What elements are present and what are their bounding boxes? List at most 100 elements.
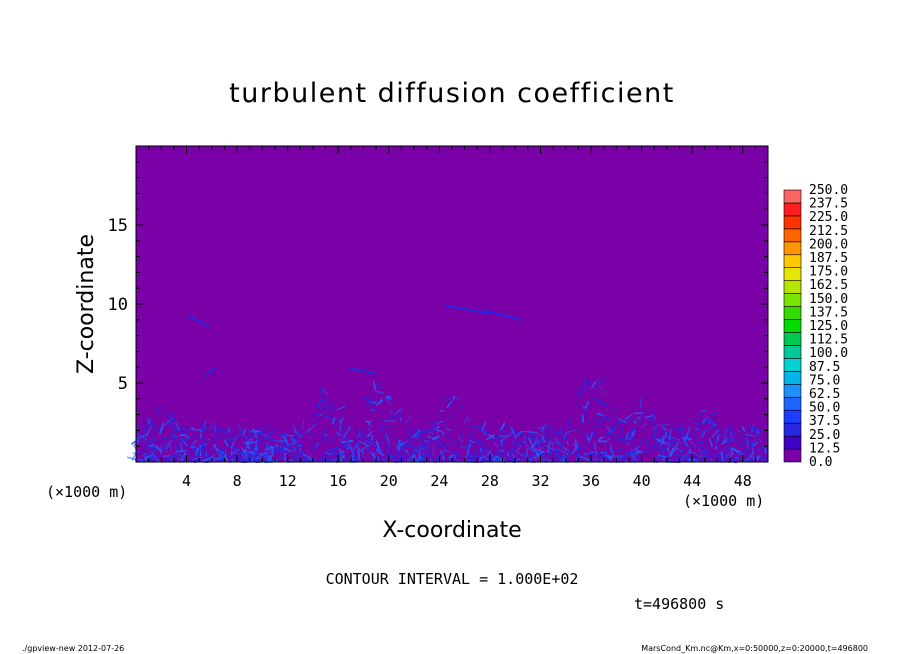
turbulence-streak: [558, 427, 565, 439]
turbulence-streak: [376, 455, 380, 461]
turbulence-streak: [760, 444, 766, 449]
turbulence-streak: [274, 447, 284, 450]
turbulence-streak: [379, 396, 383, 403]
turbulence-streak: [529, 450, 535, 460]
x-tick-label: 8: [233, 472, 242, 490]
turbulence-streak: [175, 438, 182, 444]
turbulence-streak: [264, 447, 267, 455]
turbulence-streak: [532, 454, 537, 461]
turbulence-streak: [541, 436, 546, 443]
turbulence-streak: [343, 424, 346, 430]
turbulence-streak: [267, 446, 271, 451]
turbulence-streak: [404, 449, 409, 454]
turbulence-streak: [297, 442, 303, 446]
turbulence-streak: [255, 440, 259, 443]
colorbar-swatch: [783, 358, 802, 372]
turbulence-streak: [169, 434, 175, 441]
turbulence-streak: [758, 438, 762, 442]
turbulence-streak: [173, 452, 181, 458]
turbulence-streak: [542, 441, 547, 443]
turbulence-streak: [467, 432, 475, 442]
x-tick-label: 16: [329, 472, 347, 490]
turbulence-streak: [571, 444, 579, 455]
turbulence-streak: [270, 445, 275, 457]
turbulence-streak: [566, 419, 569, 429]
turbulence-streak: [529, 456, 535, 463]
turbulence-streak: [652, 442, 657, 452]
turbulence-streak: [331, 433, 337, 442]
turbulence-streak: [148, 441, 151, 447]
turbulence-streak: [203, 443, 210, 446]
turbulence-streak: [731, 447, 743, 454]
turbulence-streak: [620, 436, 627, 440]
turbulence-streak: [480, 439, 483, 443]
turbulence-streak: [168, 440, 173, 448]
turbulence-streak: [502, 444, 510, 450]
turbulence-streak: [390, 428, 395, 435]
turbulence-streak: [404, 437, 411, 442]
colorbar-swatch: [783, 280, 802, 294]
turbulence-streak: [738, 447, 744, 452]
colorbar-level-label: 250.0: [809, 183, 848, 198]
turbulence-streak: [712, 454, 720, 459]
turbulence-streak: [506, 448, 509, 453]
turbulence-streak: [593, 458, 597, 463]
turbulence-streak: [657, 441, 661, 450]
turbulence-streak: [431, 447, 436, 451]
turbulence-streak: [602, 414, 612, 422]
turbulence-streak: [534, 435, 538, 444]
turbulence-streak: [231, 458, 235, 462]
turbulence-streak: [301, 418, 305, 431]
turbulence-streak: [448, 421, 450, 428]
turbulence-streak: [653, 425, 657, 439]
turbulence-streak: [507, 447, 510, 452]
turbulence-streak: [694, 452, 702, 459]
turbulence-streak: [429, 445, 432, 453]
turbulence-streak: [186, 449, 192, 452]
turbulence-streak: [468, 439, 475, 444]
turbulence-streak: [563, 447, 569, 451]
turbulence-streak: [566, 440, 569, 445]
turbulence-streak: [720, 451, 724, 463]
turbulence-streak: [203, 440, 207, 445]
footer-left: ./gpview-new 2012-07-26: [22, 644, 124, 653]
turbulence-streak: [322, 435, 327, 444]
turbulence-streak: [656, 444, 661, 455]
turbulence-streak: [525, 448, 529, 456]
turbulence-streak: [164, 445, 170, 453]
turbulence-streak: [190, 438, 194, 442]
turbulence-streak: [374, 390, 385, 394]
colorbar-level-label: 175.0: [809, 265, 848, 280]
turbulence-streak: [547, 429, 550, 442]
turbulence-streak: [322, 388, 329, 395]
turbulence-streak: [750, 455, 756, 461]
turbulence-streak: [372, 380, 377, 390]
turbulence-streak: [655, 438, 667, 445]
turbulence-streak: [185, 435, 190, 439]
turbulence-streak: [154, 414, 160, 417]
turbulence-streak: [232, 452, 241, 456]
turbulence-streak: [386, 395, 391, 398]
turbulence-streak: [288, 456, 300, 458]
turbulence-streak: [667, 448, 671, 457]
turbulence-streak: [716, 436, 721, 441]
turbulence-streak: [590, 431, 594, 435]
turbulence-streak: [245, 443, 251, 449]
turbulence-streak: [466, 442, 472, 454]
turbulence-streak: [335, 430, 341, 437]
colorbar-level-label: 125.0: [809, 319, 848, 334]
turbulence-streak: [177, 441, 181, 453]
turbulence-streak: [365, 420, 370, 423]
colorbar-level-label: 187.5: [809, 251, 848, 266]
turbulence-streak: [556, 443, 564, 448]
turbulence-streak: [221, 452, 225, 459]
turbulence-streak: [697, 445, 701, 453]
colorbar-level-label: 25.0: [809, 428, 840, 443]
turbulence-streak: [257, 452, 270, 455]
turbulence-streak: [751, 429, 756, 433]
turbulence-streak: [617, 420, 628, 424]
turbulence-streak: [660, 445, 667, 457]
turbulence-streak: [376, 447, 388, 452]
turbulence-streak: [466, 441, 470, 445]
turbulence-streak: [692, 441, 697, 450]
